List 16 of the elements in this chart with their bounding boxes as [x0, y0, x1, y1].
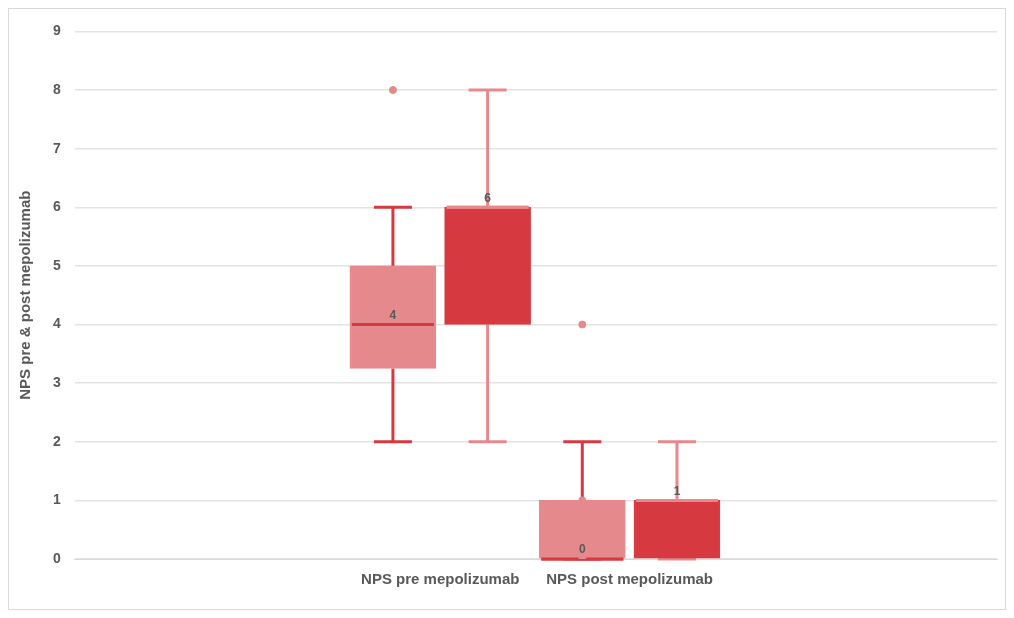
y-tick-label: 6: [52, 198, 61, 215]
annotation: 4: [389, 307, 397, 322]
y-axis-title: NPS pre & post mepolizumab: [16, 190, 34, 400]
y-tick-label: 1: [52, 491, 61, 508]
annotation: 0: [578, 542, 586, 557]
y-tick-label: 3: [52, 373, 61, 390]
y-tick-label: 7: [52, 139, 61, 156]
y-tick-label: 4: [52, 315, 61, 332]
y-tick-label: 5: [52, 256, 61, 273]
y-tick-label: 0: [52, 549, 61, 566]
y-tick-label: 8: [52, 80, 61, 97]
y-tick-label: 2: [52, 432, 61, 449]
y-tick-label: 9: [52, 22, 61, 39]
x-tick-label: NPS pre mepolizumab: [361, 570, 520, 588]
annotation: 1: [673, 483, 681, 498]
x-tick-label: NPS post mepolizumab: [546, 570, 713, 588]
